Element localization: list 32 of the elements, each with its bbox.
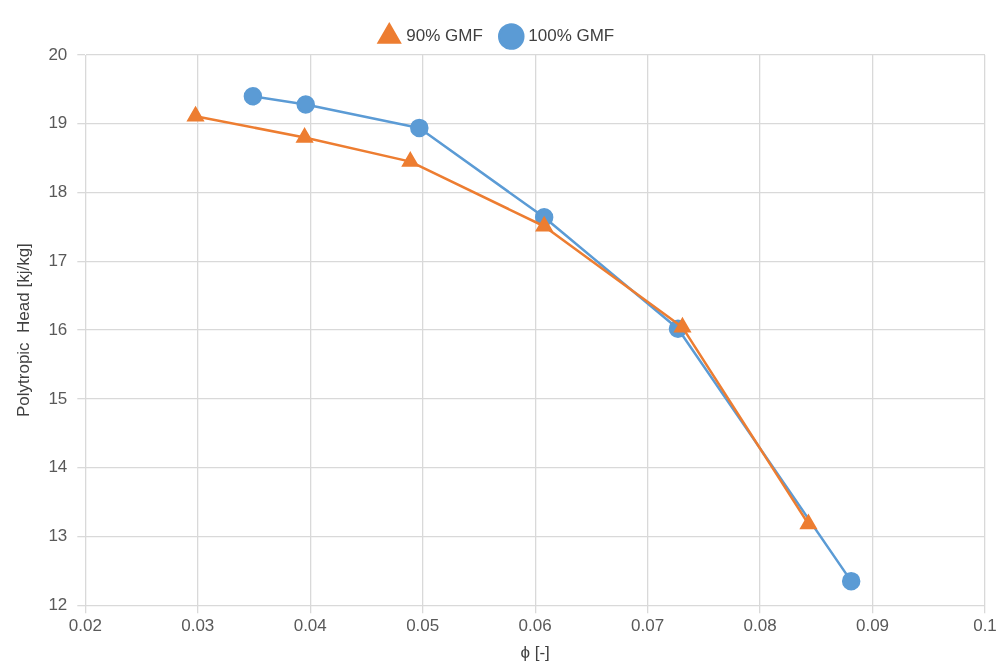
y-tick-label: 18 xyxy=(48,182,68,202)
y-tick-label: 16 xyxy=(48,319,68,339)
y-tick-label: 14 xyxy=(48,457,68,477)
point xyxy=(296,128,313,143)
x-tick-label: 0.07 xyxy=(631,616,665,636)
x-axis-title: ϕ [-] xyxy=(520,643,550,663)
legend-label: 100% GMF xyxy=(528,26,615,46)
x-tick-label: 0.05 xyxy=(406,616,440,636)
point xyxy=(410,118,429,138)
y-axis-title: Polytropic Head [kj/kg] xyxy=(13,243,33,418)
point xyxy=(296,95,315,114)
y-tick-label: 20 xyxy=(48,44,68,64)
x-tick-label: 0.03 xyxy=(181,616,215,636)
y-tick-label: 12 xyxy=(48,594,68,614)
point xyxy=(243,87,263,106)
x-tick-label: 0.09 xyxy=(855,616,890,636)
point xyxy=(535,217,553,232)
x-tick-label: 0.02 xyxy=(68,616,102,636)
point xyxy=(800,514,817,530)
y-tick-label: 17 xyxy=(48,251,68,271)
y-tick-label: 15 xyxy=(48,388,68,408)
x-tick-label: 0.08 xyxy=(743,616,777,636)
point xyxy=(187,106,204,122)
x-tick-label: 0.1 xyxy=(973,616,997,636)
y-tick-label: 19 xyxy=(48,113,68,133)
y-tick-label: 13 xyxy=(48,526,68,546)
point xyxy=(674,318,691,333)
point xyxy=(402,152,419,167)
x-tick-label: 0.06 xyxy=(518,616,552,636)
x-tick-label: 0.04 xyxy=(293,616,327,636)
point xyxy=(841,571,861,591)
legend-label: 90% GMF xyxy=(406,26,483,46)
